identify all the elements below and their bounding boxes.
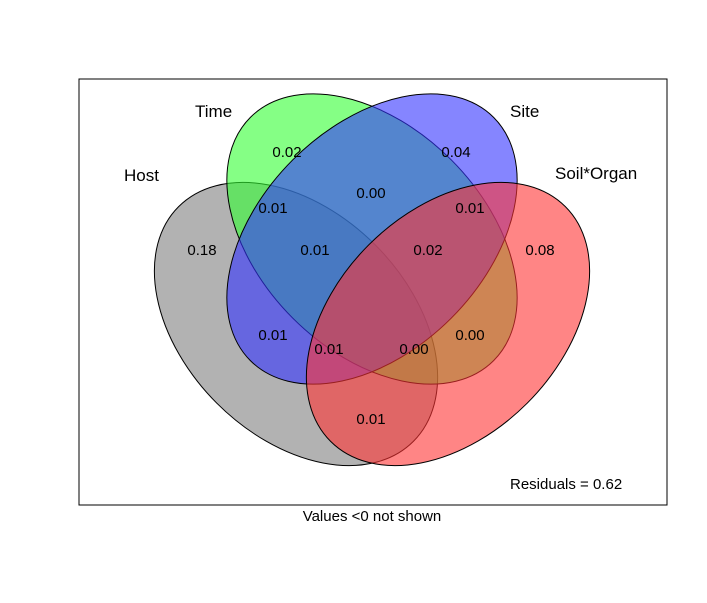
set-label-site: Site <box>510 102 539 121</box>
set-label-time: Time <box>195 102 232 121</box>
value-time-site-soil-organ: 0.02 <box>413 242 442 259</box>
soil-organ-ellipse <box>305 181 591 467</box>
set-label-soil-organ: Soil*Organ <box>555 164 637 183</box>
value-host-time: 0.01 <box>258 200 287 217</box>
value-site-only: 0.04 <box>441 144 470 161</box>
value-host-time-soil-organ: 0.00 <box>399 341 428 358</box>
footnote: Values <0 not shown <box>303 508 442 525</box>
value-soil-organ-only: 0.08 <box>525 242 554 259</box>
value-host-only: 0.18 <box>187 242 216 259</box>
residuals-label: Residuals = 0.62 <box>510 476 622 493</box>
value-host-site-soil-organ: 0.01 <box>314 341 343 358</box>
value-site-soil-organ: 0.01 <box>455 200 484 217</box>
value-time-soil-organ: 0.00 <box>455 327 484 344</box>
value-host-soil-organ: 0.01 <box>356 411 385 428</box>
value-host-time-site: 0.01 <box>300 242 329 259</box>
value-time-site: 0.00 <box>356 185 385 202</box>
value-host-site: 0.01 <box>258 327 287 344</box>
set-label-host: Host <box>124 166 159 185</box>
plot-frame <box>78 78 668 506</box>
value-time-only: 0.02 <box>272 144 301 161</box>
